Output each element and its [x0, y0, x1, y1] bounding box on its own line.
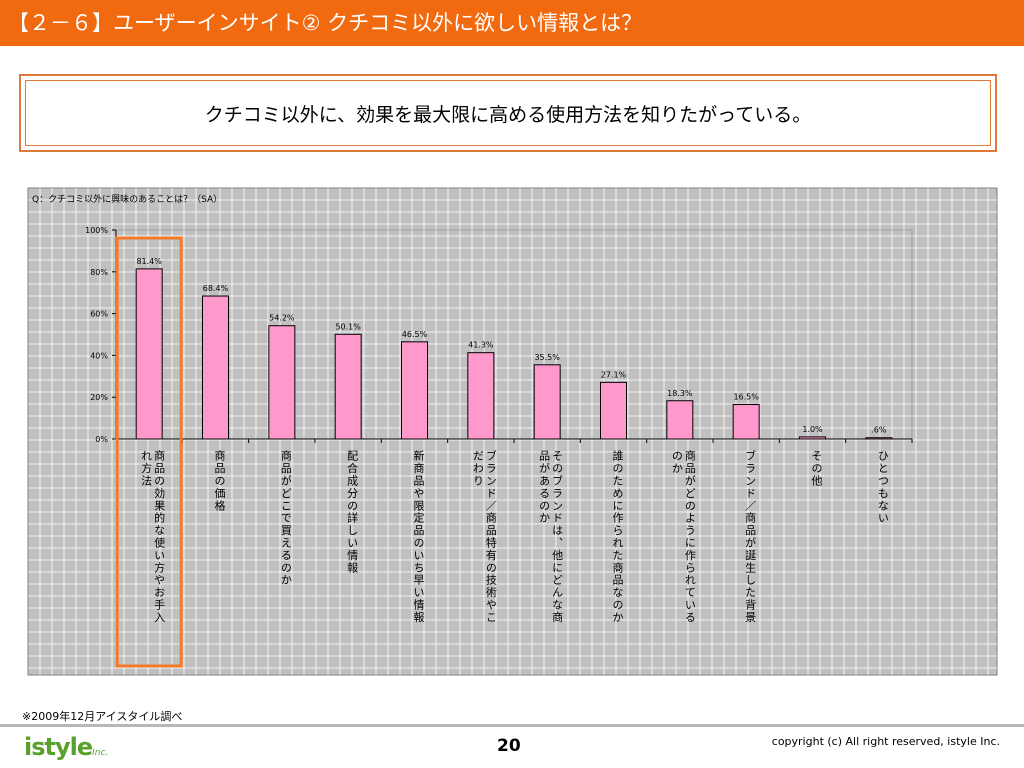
summary-box-inner-border [25, 80, 991, 146]
bar [334, 333, 362, 440]
bar-value-label: 18.3% [667, 389, 693, 398]
category-label: ブランド／商品特有の技術やこ [484, 449, 497, 624]
bar [799, 436, 826, 440]
y-tick-label: 0% [95, 435, 108, 444]
bar-value-label: 41.3% [468, 341, 494, 350]
category-label: 商品がどのように作られている [683, 449, 696, 624]
bar [732, 404, 760, 440]
category-label: 誰のために作られた商品なのか [611, 449, 624, 624]
bar-value-label: 27.1% [601, 370, 627, 379]
page-number: 20 [497, 736, 521, 756]
chart-background [27, 187, 998, 676]
y-tick-label: 20% [90, 393, 108, 402]
bar-value-label: 54.2% [269, 314, 295, 323]
copyright-text: copyright (c) All right reserved, istyle… [771, 735, 1000, 748]
bar-value-label: 46.5% [402, 330, 428, 339]
bar-value-label: 1.0% [802, 425, 823, 434]
category-label: だわり [471, 450, 484, 488]
category-label: れ方法 [140, 450, 153, 488]
category-label: ひとつもない [876, 450, 889, 524]
logo-sub-text: Inc. [92, 748, 109, 758]
category-label: そのブランドは、他にどんな商 [551, 450, 564, 624]
bar-value-label: 50.1% [335, 322, 361, 331]
bar [865, 437, 893, 440]
category-label: 配合成分の詳しい情報 [346, 450, 359, 574]
bar-value-label: 81.4% [136, 257, 162, 266]
category-label: その他 [810, 450, 823, 487]
category-label: 商品の効果的な使い方やお手入 [153, 449, 166, 624]
bar-value-label: .6% [871, 426, 887, 435]
bar [600, 381, 627, 440]
bar [202, 295, 229, 440]
y-tick-label: 80% [90, 268, 108, 277]
highlight-box [115, 236, 183, 668]
chart-title: Q：クチコミ以外に興味のあることは？（SA） [32, 193, 222, 205]
bar-chart: Q：クチコミ以外に興味のあることは？（SA） 0% 20% 40% 60% 80% 100%… [27, 187, 998, 676]
y-tick-label: 100% [85, 226, 108, 235]
footnote: ※2009年12月アイスタイル調べ [22, 710, 183, 723]
category-label: 商品がどこで買えるのか [279, 449, 292, 587]
istyle-logo: istyleInc. [24, 733, 108, 761]
bar [401, 341, 428, 440]
footer-divider [0, 724, 1024, 727]
logo-text: istyle [24, 733, 93, 761]
bar-value-label: 16.5% [733, 393, 759, 402]
bar [533, 364, 561, 440]
category-label: 新商品や限定品のいち早い情報 [412, 449, 425, 624]
category-label: 商品の価格 [213, 449, 226, 512]
slide-title: 【２－６】ユーザーインサイト② クチコミ以外に欲しい情報とは？ [0, 0, 1024, 46]
category-label: のか [670, 450, 683, 475]
summary-box: クチコミ以外に、効果を最大限に高める使用方法を知りたがっている。 [19, 74, 997, 152]
bar-value-label: 68.4% [203, 284, 229, 293]
category-label: 品があるのか [538, 450, 551, 525]
summary-text: クチコミ以外に、効果を最大限に高める使用方法を知りたがっている。 [204, 103, 812, 126]
y-tick-label: 40% [90, 351, 108, 360]
y-tick-label: 60% [90, 310, 108, 319]
bar [268, 325, 296, 440]
bar-value-label: 35.5% [534, 353, 560, 362]
bar [467, 352, 495, 440]
bar [135, 268, 163, 440]
category-label: ブランド／商品が誕生した背景 [744, 449, 757, 624]
bar [666, 400, 694, 440]
